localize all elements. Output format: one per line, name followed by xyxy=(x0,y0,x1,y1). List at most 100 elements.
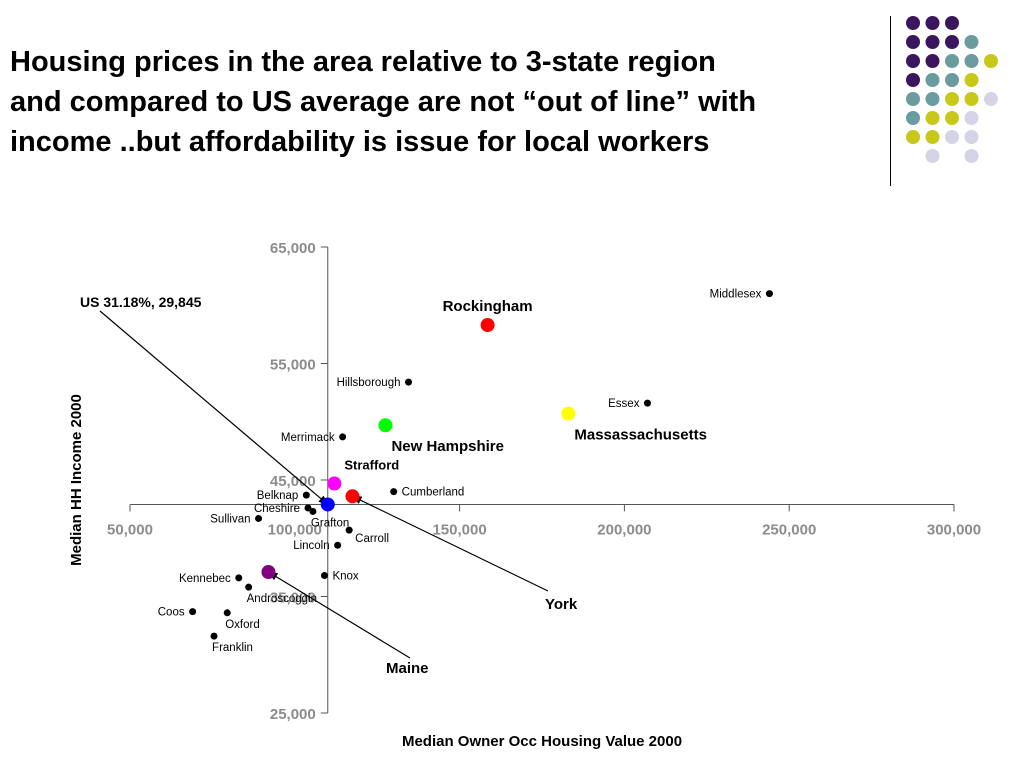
county-point-sullivan xyxy=(255,514,263,522)
decor-dot xyxy=(964,92,979,106)
county-point-oxford xyxy=(223,609,231,617)
decor-dot xyxy=(984,54,998,68)
county-point-essex xyxy=(643,399,651,407)
decor-dot xyxy=(925,130,940,144)
point-label-essex: Essex xyxy=(608,398,640,410)
decor-dot xyxy=(945,111,959,125)
x-axis-label: Median Owner Occ Housing Value 2000 xyxy=(402,733,682,750)
x-tick-label: 300,000 xyxy=(927,521,981,538)
decor-dot xyxy=(925,92,940,106)
county-point-cumberland xyxy=(390,488,398,496)
decor-dot xyxy=(906,73,920,87)
point-label-cumberland: Cumberland xyxy=(402,487,465,499)
decor-dot xyxy=(945,35,959,49)
arrow-us-31-18-29-845 xyxy=(99,310,329,506)
county-point-knox xyxy=(320,572,328,580)
decor-dot xyxy=(945,130,959,144)
y-tick-label: 25,000 xyxy=(270,706,316,723)
decor-dot xyxy=(964,149,979,163)
county-point-coos xyxy=(189,608,197,616)
decor-dot xyxy=(925,35,940,49)
county-point-belknap xyxy=(302,491,310,499)
point-label-belknap: Belknap xyxy=(257,490,299,502)
point-label-grafton: Grafton xyxy=(311,517,349,529)
decor-dot xyxy=(945,73,959,87)
title-divider xyxy=(890,16,891,186)
region-point-york xyxy=(345,489,360,504)
region-point-new-hampshire xyxy=(378,418,393,433)
region-point-massassachusetts xyxy=(561,406,576,421)
decor-dot xyxy=(906,92,920,106)
decor-dot xyxy=(906,130,920,144)
decor-dot xyxy=(925,16,940,30)
point-label-us-31-18-29-845: US 31.18%, 29,845 xyxy=(80,294,202,310)
point-label-kennebec: Kennebec xyxy=(179,573,231,585)
decor-dot xyxy=(945,92,959,106)
point-label-york: York xyxy=(545,596,578,613)
region-point-strafford xyxy=(327,476,342,491)
point-label-hillsborough: Hillsborough xyxy=(337,377,401,389)
arrow-maine xyxy=(267,571,411,659)
x-tick-label: 200,000 xyxy=(597,521,651,538)
decor-dot xyxy=(925,111,940,125)
decor-dot xyxy=(964,111,979,125)
point-label-strafford: Strafford xyxy=(344,457,399,472)
point-label-coos: Coos xyxy=(158,607,185,619)
point-label-lincoln: Lincoln xyxy=(293,540,329,552)
decor-dot xyxy=(945,54,959,68)
decor-dot xyxy=(906,111,920,125)
county-point-hillsborough xyxy=(405,378,413,386)
y-tick-label: 65,000 xyxy=(270,240,316,257)
county-point-middlesex xyxy=(765,290,773,298)
point-label-knox: Knox xyxy=(332,571,358,583)
x-tick-label: 100,000 xyxy=(268,521,322,538)
point-label-cheshire: Cheshire xyxy=(254,503,300,515)
title-line-3: income ..but affordability is issue for … xyxy=(10,126,710,158)
point-label-massassachusetts: Massassachusetts xyxy=(574,427,707,444)
decor-dot xyxy=(906,16,920,30)
county-point-androscoggin xyxy=(245,583,253,591)
point-label-sullivan: Sullivan xyxy=(210,513,250,525)
decor-dot xyxy=(925,149,940,163)
arrow-york xyxy=(351,495,549,592)
county-point-carroll xyxy=(345,526,353,534)
decor-dot xyxy=(964,54,979,68)
y-tick-label: 45,000 xyxy=(270,473,316,490)
title-line-1: Housing prices in the area relative to 3… xyxy=(10,46,716,78)
point-label-merrimack: Merrimack xyxy=(281,432,335,444)
x-tick-label: 250,000 xyxy=(762,521,816,538)
point-label-androscoggin: Androscoggin xyxy=(247,593,317,605)
decor-dot xyxy=(945,16,959,30)
decor-dot xyxy=(964,35,979,49)
decor-dot xyxy=(925,73,940,87)
decor-dot xyxy=(984,92,998,106)
chart-annotation-arrows xyxy=(99,310,549,659)
county-point-cheshire xyxy=(304,504,312,512)
decor-dot xyxy=(906,54,920,68)
y-axis-label: Median HH Income 2000 xyxy=(68,394,85,566)
point-label-rockingham: Rockingham xyxy=(443,298,533,315)
point-label-maine: Maine xyxy=(386,660,429,677)
point-label-new-hampshire: New Hampshire xyxy=(391,438,504,455)
chart-points xyxy=(189,290,773,640)
decor-dot xyxy=(964,73,979,87)
region-point-us-31-18-29-845 xyxy=(320,497,335,512)
county-point-merrimack xyxy=(339,433,347,441)
point-label-middlesex: Middlesex xyxy=(710,289,762,301)
county-point-grafton xyxy=(309,507,317,515)
decor-dot xyxy=(964,130,979,144)
slide-title: Housing prices in the area relative to 3… xyxy=(10,42,890,162)
county-point-kennebec xyxy=(235,574,243,582)
point-label-carroll: Carroll xyxy=(355,533,389,545)
point-label-franklin: Franklin xyxy=(212,642,253,654)
county-point-franklin xyxy=(210,632,218,640)
point-label-oxford: Oxford xyxy=(225,619,260,631)
decorative-dot-grid xyxy=(906,16,998,163)
region-point-maine xyxy=(261,565,276,580)
y-tick-label: 55,000 xyxy=(270,357,316,374)
decor-dot xyxy=(906,35,920,49)
x-tick-label: 50,000 xyxy=(107,521,153,538)
county-point-lincoln xyxy=(334,541,342,549)
x-tick-label: 150,000 xyxy=(432,521,486,538)
